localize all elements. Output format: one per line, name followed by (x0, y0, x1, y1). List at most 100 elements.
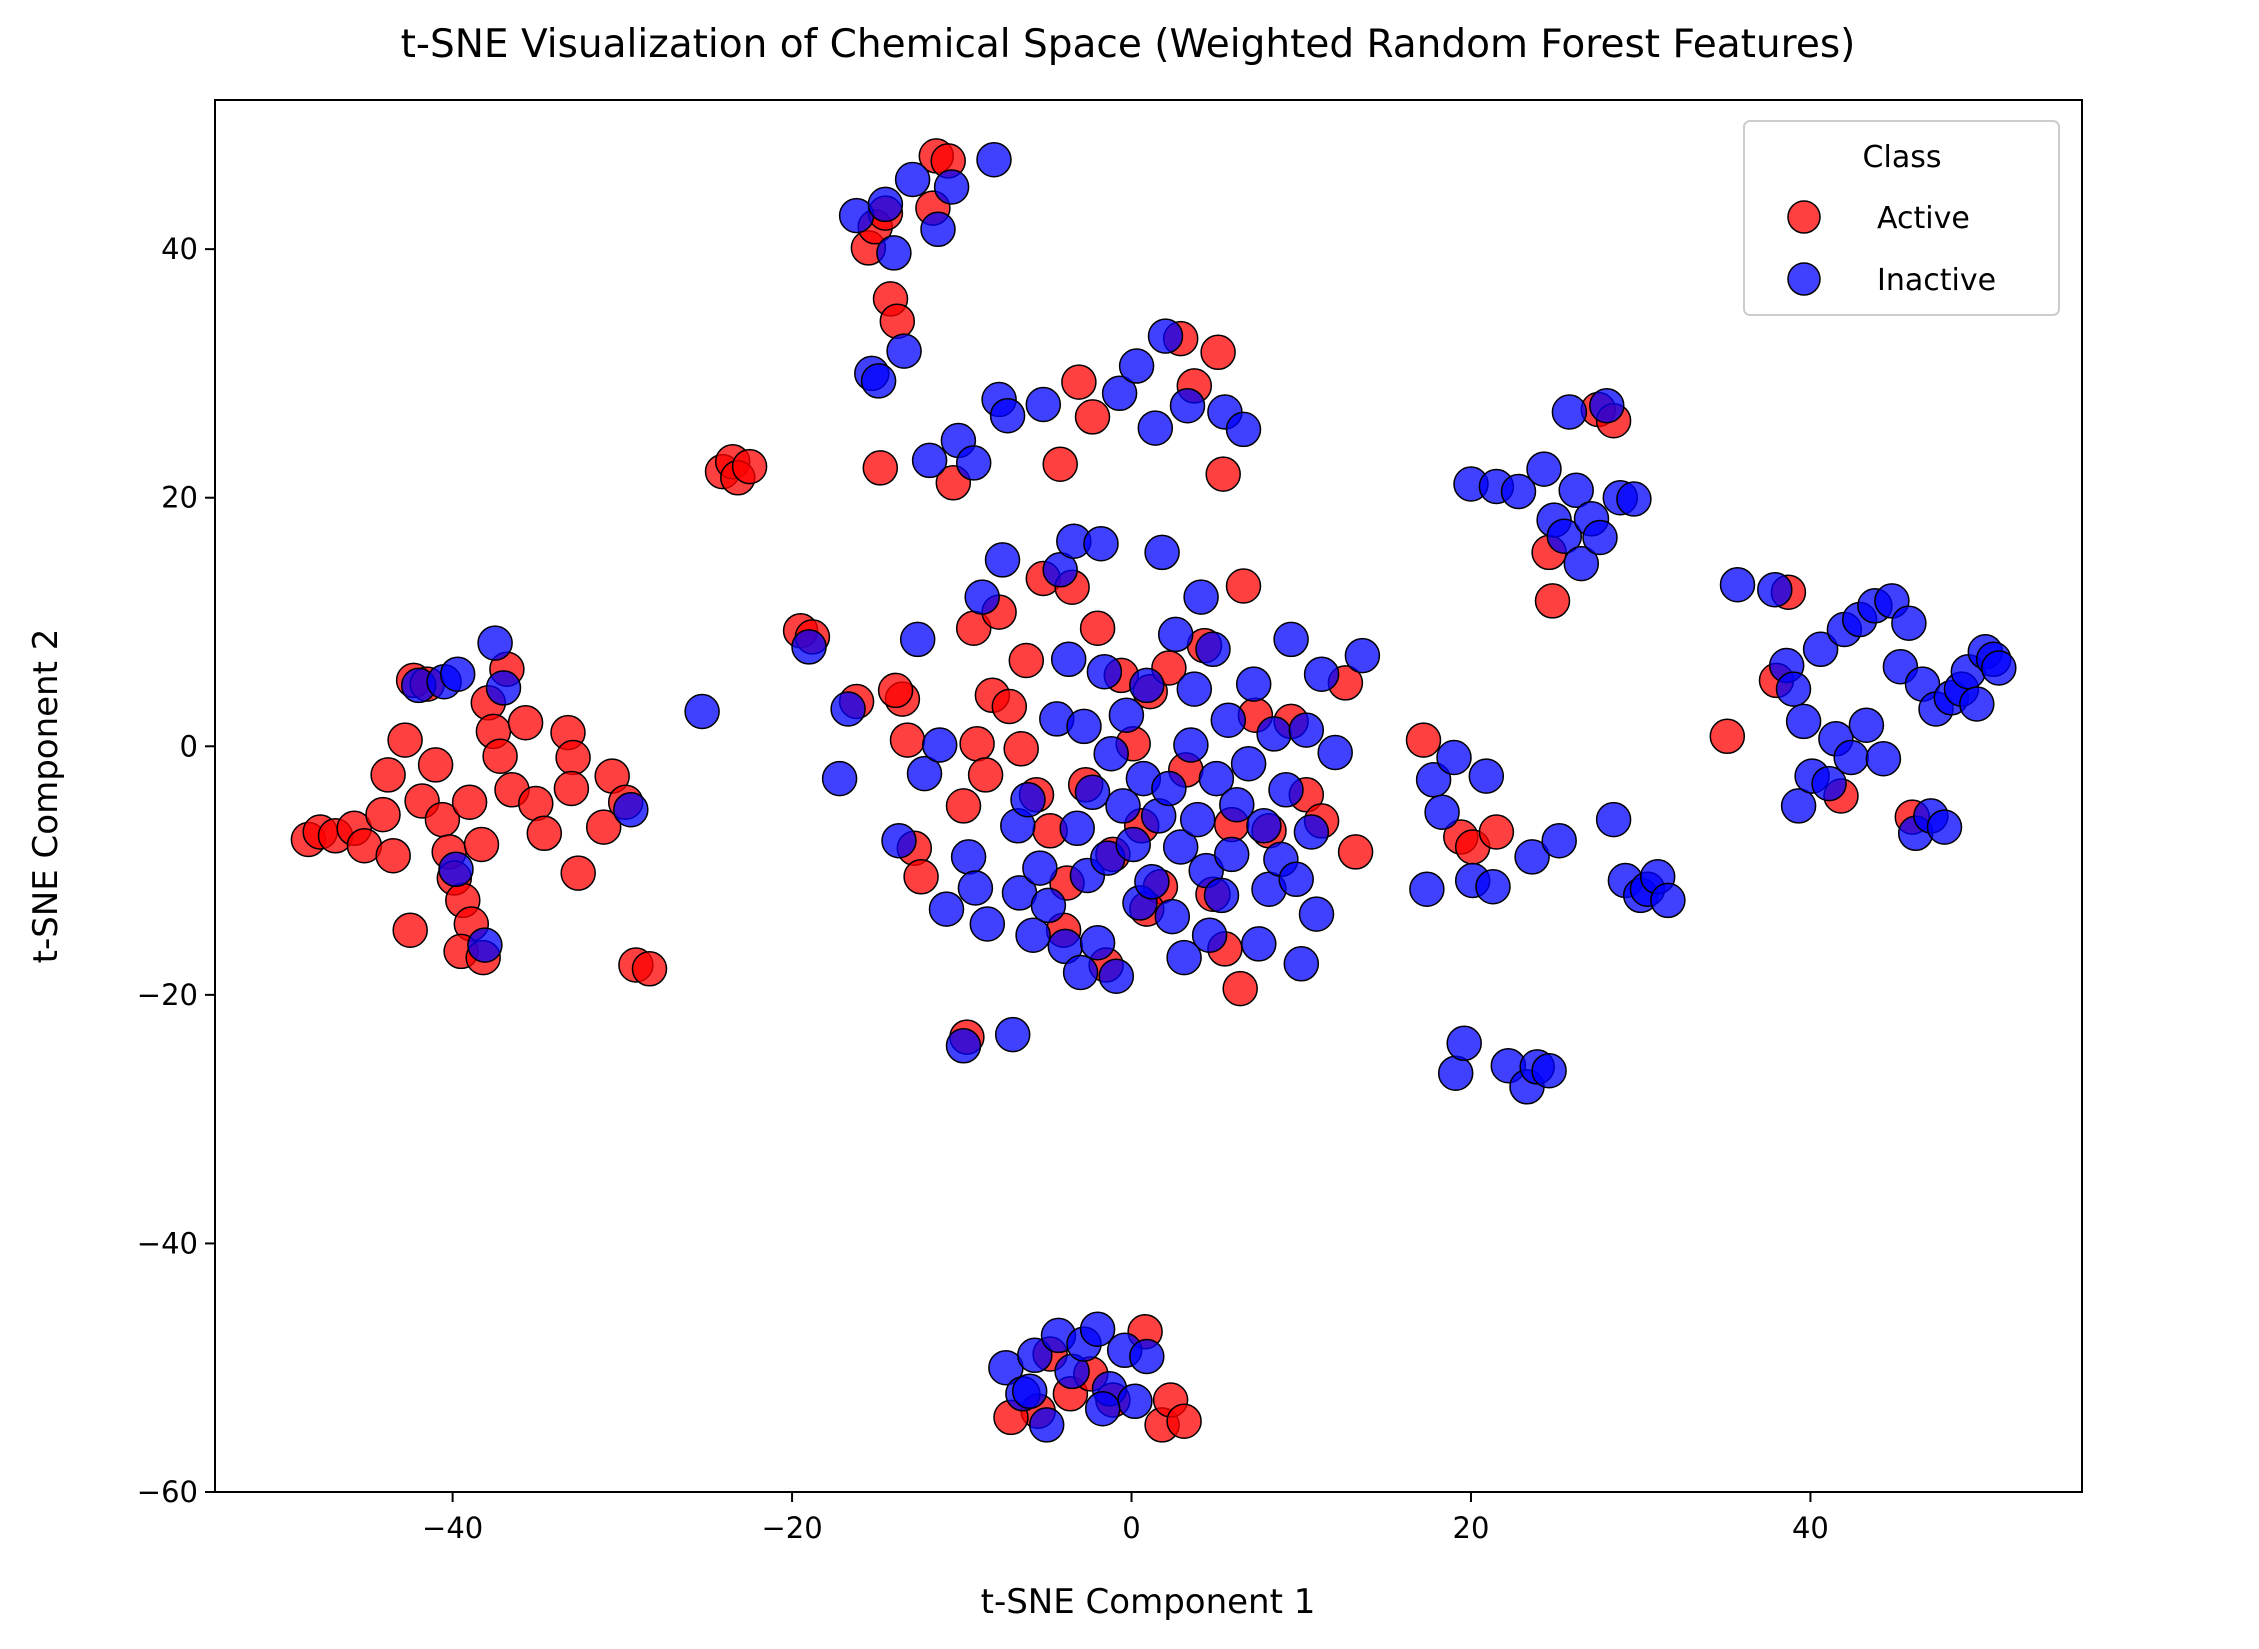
legend-label-active: Active (1877, 201, 1970, 236)
legend-marker-active (1787, 200, 1821, 234)
point-inactive-120 (1526, 451, 1562, 487)
point-inactive-108 (1437, 1055, 1474, 1091)
point-inactive-118 (1514, 839, 1550, 875)
y-tick-label: 40 (161, 232, 198, 266)
y-tick-label: 0 (180, 729, 198, 763)
point-inactive-172 (438, 851, 474, 888)
point-active-39 (631, 951, 668, 987)
point-inactive-43 (1059, 810, 1095, 847)
point-inactive-166 (1959, 686, 1995, 722)
point-inactive-47 (1074, 774, 1111, 811)
point-inactive-99 (1293, 814, 1330, 850)
point-inactive-142 (1775, 671, 1812, 707)
point-inactive-180 (1017, 1337, 1053, 1374)
point-active-79 (1079, 610, 1116, 646)
point-active-104 (1337, 834, 1374, 870)
point-inactive-0 (684, 693, 720, 730)
point-inactive-7 (867, 186, 904, 223)
y-tick-label: −20 (137, 978, 198, 1012)
point-inactive-44 (1062, 954, 1099, 991)
x-tick-label: 40 (1792, 1511, 1829, 1545)
point-inactive-35 (1022, 850, 1058, 886)
x-axis-ticks: −40 −20 0 20 40 (422, 1492, 1829, 1545)
point-inactive-97 (1283, 946, 1320, 982)
point-inactive-67 (1151, 770, 1187, 807)
x-tick-label: 0 (1122, 1511, 1140, 1545)
point-inactive-84 (1213, 836, 1250, 873)
point-inactive-181 (1028, 1407, 1065, 1443)
point-inactive-92 (1256, 716, 1292, 752)
point-inactive-129 (1582, 519, 1618, 556)
x-tick-label: −20 (761, 1511, 822, 1545)
point-active-25 (482, 738, 518, 774)
legend-title: Class (1863, 140, 1942, 175)
point-active-64 (967, 757, 1004, 793)
point-inactive-124 (1546, 518, 1583, 554)
point-inactive-61 (1129, 667, 1165, 704)
point-active-34 (560, 855, 596, 891)
point-inactive-169 (1981, 650, 2017, 686)
point-inactive-123 (1541, 822, 1577, 859)
point-inactive-23 (957, 870, 994, 906)
point-inactive-88 (1235, 666, 1272, 702)
point-inactive-147 (1811, 765, 1847, 802)
y-tick-label: −60 (137, 1475, 198, 1509)
point-inactive-146 (1802, 631, 1839, 668)
point-inactive-48 (1079, 924, 1116, 961)
point-inactive-37 (1030, 887, 1067, 924)
point-inactive-131 (1595, 801, 1632, 838)
point-active-125 (1166, 1403, 1202, 1439)
point-active-28 (507, 704, 544, 741)
point-inactive-96 (1278, 861, 1314, 898)
point-inactive-95 (1273, 621, 1309, 658)
point-inactive-85 (1219, 786, 1255, 823)
point-inactive-74 (1176, 671, 1213, 707)
point-inactive-130 (1589, 387, 1625, 424)
point-inactive-112 (1468, 758, 1505, 794)
point-active-33 (553, 770, 590, 807)
point-inactive-41 (1050, 641, 1087, 678)
point-inactive-100 (1298, 896, 1335, 932)
point-inactive-29 (989, 397, 1026, 434)
point-inactive-58 (1118, 348, 1155, 384)
point-inactive-152 (1848, 707, 1885, 743)
point-inactive-24 (964, 579, 1000, 615)
point-inactive-45 (1066, 708, 1102, 745)
point-inactive-89 (1241, 926, 1277, 962)
point-inactive-72 (1169, 387, 1206, 424)
plot-area-frame (214, 99, 2083, 1493)
point-active-108 (1478, 814, 1515, 850)
point-active-29 (518, 785, 554, 822)
point-active-60 (945, 788, 982, 824)
point-inactive-107 (1436, 739, 1472, 776)
point-active-97 (1225, 568, 1262, 604)
point-inactive-9 (881, 822, 917, 859)
point-inactive-1 (791, 629, 827, 665)
point-inactive-22 (955, 445, 992, 481)
point-inactive-2 (821, 760, 858, 797)
point-active-43 (731, 448, 768, 485)
point-inactive-53 (1098, 958, 1135, 994)
point-inactive-176 (485, 670, 522, 706)
point-inactive-20 (945, 1028, 982, 1064)
point-active-76 (1061, 364, 1097, 400)
point-inactive-127 (1563, 545, 1600, 582)
point-inactive-90 (1246, 808, 1282, 844)
point-inactive-191 (1084, 1390, 1121, 1427)
point-inactive-98 (1288, 712, 1325, 748)
point-active-93 (1200, 334, 1236, 371)
point-active-96 (1222, 970, 1258, 1007)
point-active-51 (879, 303, 916, 339)
point-inactive-143 (1780, 788, 1817, 824)
point-inactive-39 (1042, 552, 1078, 588)
point-inactive-94 (1268, 772, 1304, 808)
point-active-55 (903, 859, 939, 895)
point-inactive-17 (928, 891, 965, 927)
point-active-32 (555, 739, 591, 776)
point-active-110 (1534, 583, 1571, 619)
legend-box (1743, 120, 2060, 316)
point-inactive-56 (1108, 697, 1145, 733)
point-inactive-36 (1025, 386, 1062, 423)
point-active-30 (526, 815, 563, 852)
point-active-128 (877, 672, 914, 709)
